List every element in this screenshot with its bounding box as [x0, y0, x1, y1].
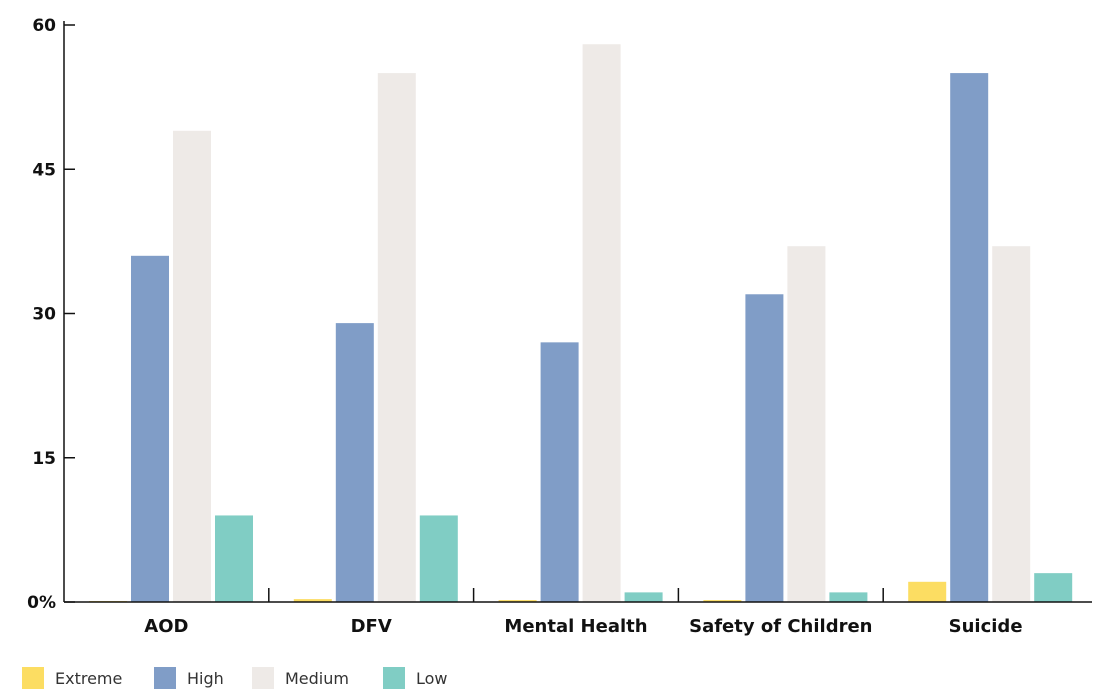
legend-item-low: Low — [383, 667, 448, 689]
bars — [89, 44, 1073, 603]
bar-low-safety-of-children — [829, 592, 868, 602]
legend-item-extreme: Extreme — [22, 667, 122, 689]
bar-extreme-dfv — [293, 599, 332, 602]
bar-low-dfv — [419, 515, 458, 602]
legend-label: Low — [416, 669, 448, 688]
legend-swatch — [22, 667, 44, 689]
y-tick-label: 45 — [32, 160, 56, 180]
legend-item-high: High — [154, 667, 224, 689]
legend-swatch — [154, 667, 176, 689]
bar-high-suicide — [950, 73, 989, 603]
bar-medium-safety-of-children — [787, 246, 826, 602]
bar-extreme-suicide — [908, 581, 947, 602]
legend: Extreme High Medium Low — [22, 667, 448, 689]
bar-extreme-safety-of-children — [703, 600, 742, 602]
bar-medium-suicide — [992, 246, 1031, 602]
legend-swatch — [252, 667, 274, 689]
legend-label: High — [187, 669, 224, 688]
bar-high-dfv — [335, 323, 374, 602]
x-category-label: Safety of Children — [689, 616, 872, 637]
y-tick-label: 0% — [27, 593, 56, 613]
y-tick-label: 30 — [32, 305, 56, 325]
x-category-label: Mental Health — [504, 616, 647, 637]
bar-high-safety-of-children — [745, 294, 784, 602]
bar-medium-dfv — [377, 73, 416, 603]
x-axis: AOD DFV Mental Health Safety of Children Sui… — [64, 588, 1092, 637]
bar-low-aod — [215, 515, 253, 602]
legend-label: Extreme — [55, 669, 122, 688]
bar-low-mental-health — [624, 592, 663, 602]
bar-medium-aod — [173, 130, 211, 603]
legend-swatch — [383, 667, 405, 689]
x-category-label: Suicide — [949, 616, 1023, 637]
y-tick-label: 15 — [32, 449, 56, 469]
y-tick-label: 60 — [32, 16, 56, 36]
bar-extreme-mental-health — [498, 600, 537, 602]
bar-low-suicide — [1034, 573, 1073, 602]
x-category-label: DFV — [351, 616, 392, 637]
legend-item-medium: Medium — [252, 667, 349, 689]
bar-high-mental-health — [540, 342, 579, 602]
bar-high-aod — [131, 255, 169, 603]
bar-medium-mental-health — [582, 44, 621, 602]
x-category-label: AOD — [144, 616, 188, 637]
y-axis: 0% 15 30 45 60 — [27, 16, 75, 613]
legend-label: Medium — [285, 669, 349, 688]
